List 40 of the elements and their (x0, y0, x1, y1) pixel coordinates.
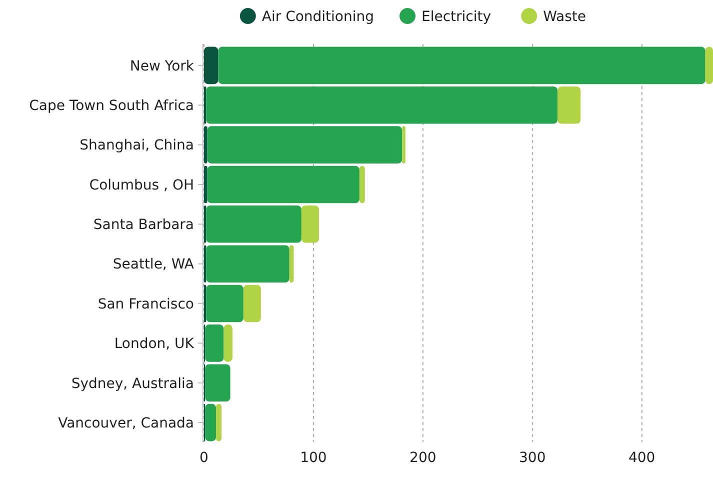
bar (218, 46, 706, 84)
bar (206, 245, 290, 282)
y-tick-label: Vancouver, Canada (58, 415, 194, 432)
bar (301, 206, 319, 243)
bar (289, 245, 294, 282)
y-tick-label: Santa Barbara (93, 217, 194, 234)
x-tick-label: 300 (519, 450, 546, 466)
legend-label: Waste (543, 8, 586, 25)
y-tick-label: Columbus , OH (89, 177, 194, 194)
bar (206, 284, 244, 322)
bar (205, 364, 230, 402)
bar (207, 166, 360, 204)
y-tick-label: Cape Town South Africa (29, 98, 194, 114)
bar (207, 126, 402, 164)
bar (243, 284, 261, 322)
bar (206, 86, 558, 124)
y-tick-label: New York (130, 58, 195, 74)
y-tick-label: Shanghai, China (80, 138, 194, 154)
bar (216, 404, 222, 442)
y-tick-label: San Francisco (98, 296, 194, 312)
bar (204, 46, 218, 84)
legend-label: Electricity (422, 8, 492, 25)
bar (359, 166, 365, 204)
bar (705, 46, 713, 84)
legend-label: Air Conditioning (262, 8, 374, 25)
y-tick-label: London, UK (114, 336, 195, 352)
x-tick-label: 400 (628, 450, 656, 466)
bar (402, 126, 406, 164)
bar (204, 126, 208, 164)
bar (205, 404, 216, 442)
y-tick-label: Seattle, WA (112, 256, 194, 273)
bar (224, 324, 232, 362)
x-tick-label: 100 (300, 450, 327, 466)
x-tick-label: 200 (410, 450, 436, 466)
y-tick-label: Sydney, Australia (71, 376, 194, 392)
bar (558, 86, 581, 124)
bar (205, 324, 224, 362)
bar (206, 206, 302, 243)
bar (204, 166, 208, 204)
x-tick-label: 0 (200, 450, 208, 466)
